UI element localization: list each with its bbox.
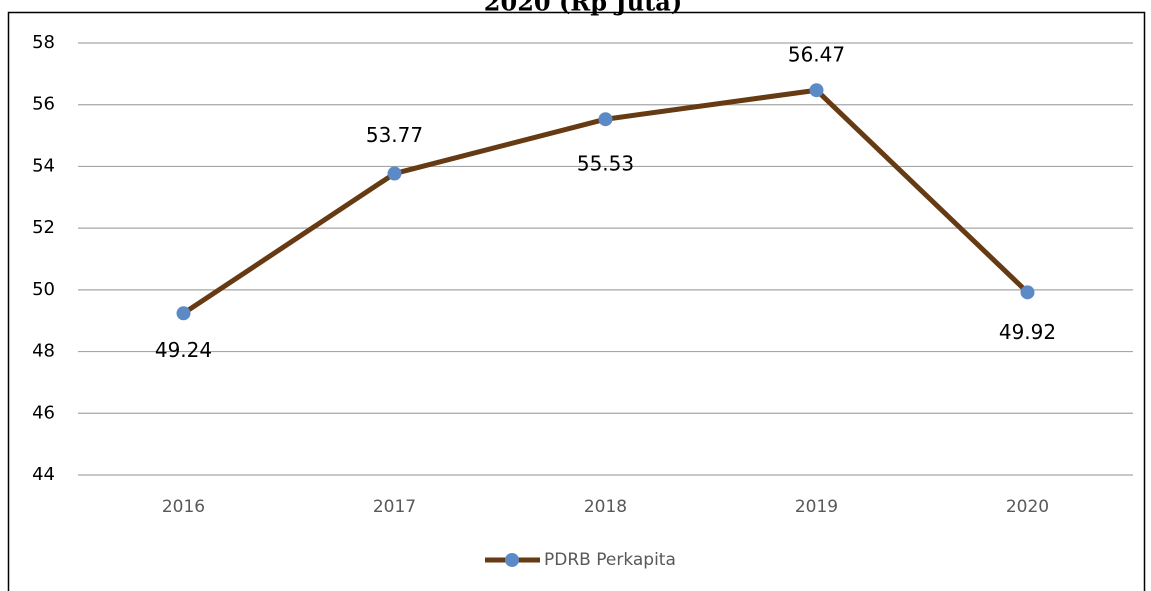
y-tick-label: 52 bbox=[32, 217, 55, 238]
chart-frame bbox=[7, 11, 1146, 591]
y-tick-label: 50 bbox=[32, 279, 55, 300]
data-label: 55.53 bbox=[577, 152, 634, 176]
x-tick-label: 2020 bbox=[1006, 497, 1049, 517]
y-tick-label: 44 bbox=[32, 464, 55, 485]
y-tick-label: 56 bbox=[32, 94, 55, 115]
marker bbox=[387, 166, 402, 181]
data-label: 49.92 bbox=[999, 320, 1056, 344]
marker bbox=[1020, 285, 1035, 300]
marker bbox=[176, 306, 191, 321]
x-tick-label: 2018 bbox=[584, 497, 627, 517]
data-label: 56.47 bbox=[788, 43, 845, 67]
legend-marker bbox=[505, 553, 519, 567]
chart-title: 2020 (Rp Juta) bbox=[484, 0, 682, 17]
y-tick-label: 46 bbox=[32, 402, 55, 423]
y-tick-label: 58 bbox=[32, 32, 55, 53]
marker bbox=[809, 83, 824, 98]
x-tick-label: 2016 bbox=[162, 497, 205, 517]
legend-label: PDRB Perkapita bbox=[544, 550, 676, 570]
y-tick-label: 54 bbox=[32, 155, 55, 176]
marker bbox=[598, 112, 613, 127]
data-label: 53.77 bbox=[366, 123, 423, 147]
x-tick-label: 2019 bbox=[795, 497, 838, 517]
data-label: 49.24 bbox=[155, 338, 212, 362]
y-tick-label: 48 bbox=[32, 341, 55, 362]
x-tick-label: 2017 bbox=[373, 497, 416, 517]
